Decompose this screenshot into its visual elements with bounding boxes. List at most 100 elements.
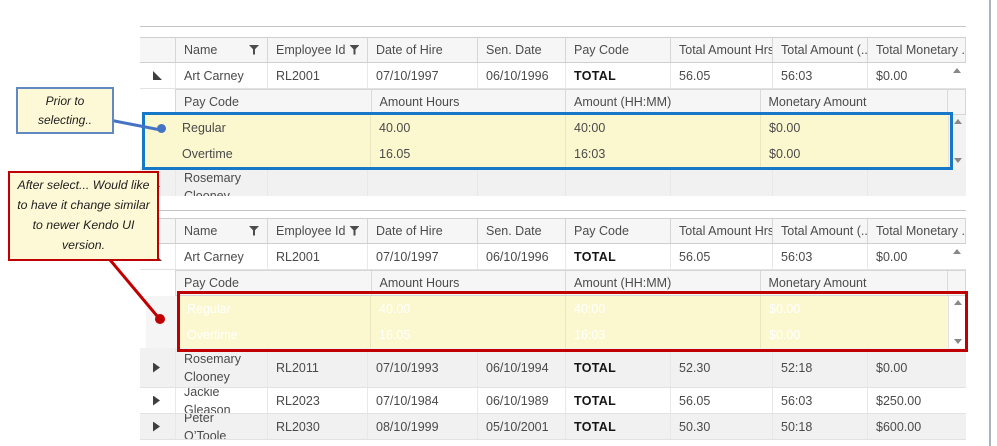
- grid-scroll-up-icon[interactable]: [953, 68, 961, 73]
- filter-icon[interactable]: [349, 45, 360, 55]
- detail-cell-amount-hh-mm: 16:03: [565, 141, 760, 167]
- detail-column-header-amount-hours[interactable]: Amount Hours: [370, 90, 566, 114]
- detail-cell-amount-hours: 16.05: [370, 141, 565, 167]
- column-header-expander: [140, 38, 175, 62]
- detail-column-header-pay-code[interactable]: Pay Code: [176, 271, 371, 295]
- column-header-label: Total Amount Hrs: [679, 43, 772, 57]
- column-header-name[interactable]: Name: [175, 219, 267, 243]
- column-header-label: Date of Hire: [376, 224, 443, 238]
- detail-column-header-monetary-amount[interactable]: Monetary Amount: [759, 90, 948, 114]
- expand-row-icon[interactable]: [153, 362, 160, 373]
- cell-employee-id: RL2023: [267, 388, 367, 413]
- detail-row[interactable]: Regular 40.00 40:00 $0.00: [146, 115, 948, 141]
- scroll-up-icon[interactable]: [953, 119, 962, 124]
- scroll-up-icon[interactable]: [953, 300, 962, 305]
- detail-column-header-amount-hh-mm[interactable]: Amount (HH:MM): [565, 90, 760, 114]
- cell-employee-id: RL2001: [267, 63, 367, 88]
- column-header-sen-date[interactable]: Sen. Date: [477, 219, 565, 243]
- detail-rows-selected: Regular 40.00 40:00 $0.00 Overtime 16.05 16:03…: [146, 296, 966, 348]
- expand-row-icon[interactable]: [153, 395, 160, 406]
- table-row[interactable]: Rosemary Clooney: [140, 167, 966, 196]
- detail-scrollbar[interactable]: [948, 296, 966, 348]
- cell-total-amount: 50:18: [772, 414, 867, 439]
- callout-before: Prior to selecting..: [16, 87, 114, 134]
- detail-rows: Regular 40.00 40:00 $0.00 Overtime 16.05 16:03…: [146, 115, 966, 167]
- detail-column-header-amount-hh-mm[interactable]: Amount (HH:MM): [565, 271, 760, 295]
- table-row[interactable]: Peter O’Toole RL2030 08/10/1999 05/10/2001 T…: [140, 414, 966, 440]
- detail-column-header-label: Amount Hours: [379, 276, 460, 290]
- detail-column-header-label: Pay Code: [184, 276, 239, 290]
- callout-after-line: to have it change similar: [17, 198, 150, 212]
- filter-icon[interactable]: [249, 226, 259, 236]
- table-row[interactable]: Art Carney RL2001 07/10/1997 06/10/1996 TOTA…: [140, 63, 966, 89]
- callout-before-line: Prior to: [45, 94, 85, 108]
- detail-scrollbar[interactable]: [948, 115, 966, 167]
- detail-cell-pay-code: Overtime: [146, 141, 370, 167]
- cell-total-amount: [772, 167, 867, 196]
- expander-cell: [140, 63, 175, 88]
- column-header-sen-date[interactable]: Sen. Date: [477, 38, 565, 62]
- scroll-down-icon[interactable]: [953, 158, 962, 163]
- column-header-label: Pay Code: [574, 43, 629, 57]
- detail-column-header-label: Monetary Amount: [768, 276, 867, 290]
- column-header-label: Employee Id: [276, 43, 346, 57]
- column-header-total-amount[interactable]: Total Amount (...: [772, 219, 867, 243]
- column-header-pay-code[interactable]: Pay Code: [565, 38, 670, 62]
- cell-total-amount-hrs: 56.05: [670, 63, 772, 88]
- detail-column-header-amount-hours[interactable]: Amount Hours: [370, 271, 566, 295]
- detail-grid-header: Pay Code Amount Hours Amount (HH:MM) Moneta…: [175, 270, 966, 296]
- total-label: TOTAL: [574, 393, 617, 408]
- column-header-name[interactable]: Name: [175, 38, 267, 62]
- column-header-employee-id[interactable]: Employee Id: [267, 219, 367, 243]
- cell-pay-code: [565, 167, 670, 196]
- table-row[interactable]: Jackie Gleason RL2023 07/10/1984 06/10/1989…: [140, 388, 966, 414]
- expand-row-icon[interactable]: [153, 421, 160, 432]
- detail-cell-amount-hh-mm: 16:03: [565, 322, 760, 348]
- connector-dot: [157, 124, 166, 133]
- cell-total-monetary: $600.00: [867, 414, 966, 439]
- cell-pay-code: TOTAL: [565, 388, 670, 413]
- detail-row-gutter: [146, 322, 179, 348]
- column-header-date-of-hire[interactable]: Date of Hire: [367, 38, 477, 62]
- cell-sen-date: 06/10/1996: [477, 244, 565, 269]
- scroll-down-icon[interactable]: [953, 339, 962, 344]
- cell-total-monetary: $0.00: [867, 63, 966, 88]
- detail-cell-pay-code: Regular: [179, 296, 370, 322]
- page-border: [989, 0, 991, 446]
- grid-after-selection: Name Employee Id Date of Hire Sen. Date Pay …: [140, 210, 966, 446]
- column-header-total-amount-hrs[interactable]: Total Amount Hrs: [670, 219, 772, 243]
- column-header-total-monetary[interactable]: Total Monetary ...: [867, 219, 966, 243]
- detail-cell-monetary-amount: $0.00: [760, 322, 948, 348]
- cell-total-monetary: $0.00: [867, 244, 966, 269]
- grid-scroll-up-icon[interactable]: [953, 249, 961, 254]
- expander-cell: [140, 414, 175, 439]
- cell-date-of-hire: 07/10/1984: [367, 388, 477, 413]
- detail-cell-amount-hours: 16.05: [370, 322, 565, 348]
- column-header-pay-code[interactable]: Pay Code: [565, 219, 670, 243]
- collapse-row-icon[interactable]: [153, 71, 162, 80]
- detail-column-header-pay-code[interactable]: Pay Code: [176, 90, 371, 114]
- filter-icon[interactable]: [249, 45, 259, 55]
- detail-column-header-monetary-amount[interactable]: Monetary Amount: [759, 271, 948, 295]
- column-header-total-amount[interactable]: Total Amount (...: [772, 38, 867, 62]
- detail-column-header-label: Amount (HH:MM): [574, 95, 672, 109]
- column-header-date-of-hire[interactable]: Date of Hire: [367, 219, 477, 243]
- filter-icon[interactable]: [349, 226, 360, 236]
- callout-after-line: After select... Would like: [17, 178, 150, 192]
- detail-cell-amount-hours: 40.00: [370, 115, 565, 141]
- table-row[interactable]: Art Carney RL2001 07/10/1997 06/10/1996 TOTA…: [140, 244, 966, 270]
- column-header-total-monetary[interactable]: Total Monetary ...: [867, 38, 966, 62]
- cell-sen-date: [477, 167, 565, 196]
- cell-total-monetary: [867, 167, 966, 196]
- table-row[interactable]: Rosemary Clooney RL2011 07/10/1993 06/10/19…: [140, 348, 966, 388]
- cell-employee-id: [267, 167, 367, 196]
- detail-header-scroll-spacer: [947, 271, 965, 295]
- column-header-employee-id[interactable]: Employee Id: [267, 38, 367, 62]
- column-header-total-amount-hrs[interactable]: Total Amount Hrs: [670, 38, 772, 62]
- cell-total-amount-hrs: 52.30: [670, 348, 772, 387]
- detail-row[interactable]: Overtime 16.05 16:03 $0.00: [146, 322, 948, 348]
- detail-row[interactable]: Regular 40.00 40:00 $0.00: [146, 296, 948, 322]
- expander-cell: [140, 348, 175, 387]
- detail-row[interactable]: Overtime 16.05 16:03 $0.00: [146, 141, 948, 167]
